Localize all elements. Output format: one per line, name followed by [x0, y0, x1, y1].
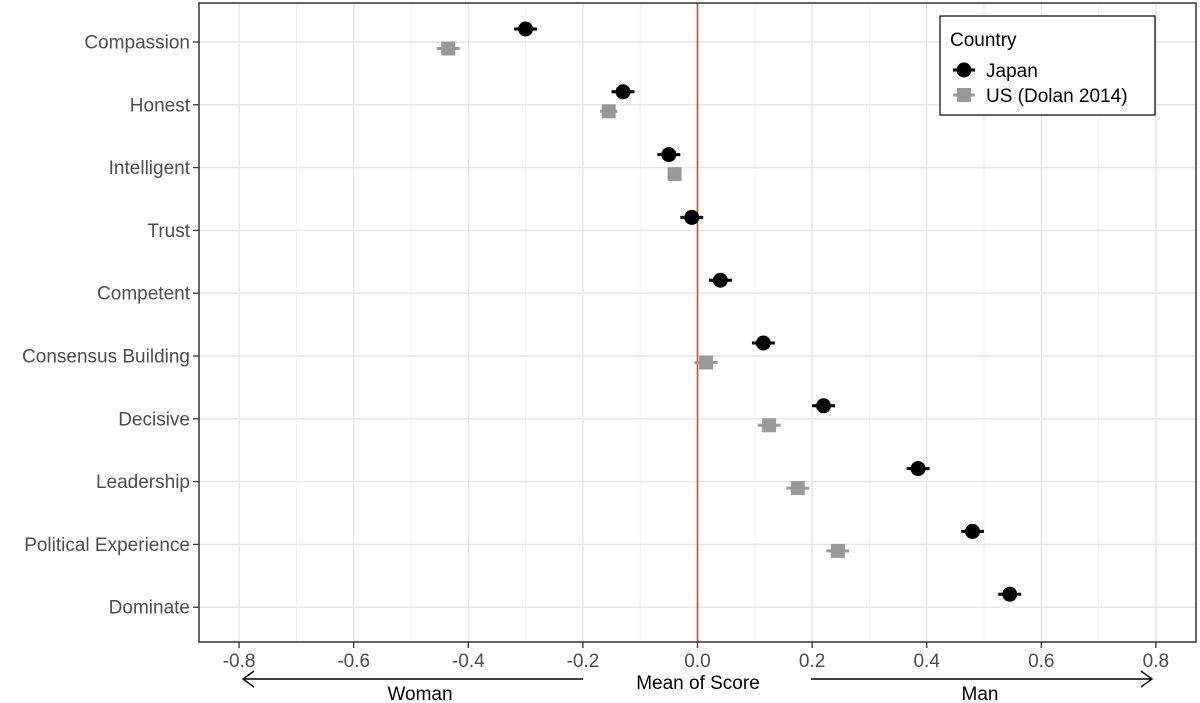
category-label: Consensus Building [22, 347, 190, 368]
x-tick-label: -0.8 [223, 651, 256, 672]
data-point-japan [518, 21, 534, 37]
data-point-us [601, 104, 616, 119]
x-axis-title: Mean of Score [636, 673, 760, 694]
data-point-japan [910, 461, 926, 477]
legend-label: US (Dolan 2014) [986, 86, 1128, 107]
man-direction-label: Man [962, 684, 999, 703]
x-tick-label: 0.6 [1028, 651, 1054, 672]
data-point-japan [712, 272, 728, 288]
data-point-japan [755, 335, 771, 351]
category-label: Honest [130, 95, 191, 116]
x-tick-label: 0.0 [684, 651, 710, 672]
data-point-japan [816, 398, 832, 414]
legend-key-circle [956, 62, 972, 78]
data-point-us [790, 481, 805, 496]
woman-direction-label: Woman [387, 684, 452, 703]
x-tick-label: 0.8 [1143, 651, 1169, 672]
data-point-japan [684, 209, 700, 225]
legend-items: Japan US (Dolan 2014) [953, 61, 1128, 107]
data-marks [436, 21, 1022, 602]
data-point-us [762, 418, 777, 433]
x-tick-label: -0.4 [452, 651, 485, 672]
x-tick-label: 0.4 [913, 651, 940, 672]
woman-arrow-head [241, 670, 255, 688]
legend-box [939, 15, 1156, 116]
direction-arrows: Woman Man [241, 670, 1154, 703]
data-point-japan [1002, 586, 1018, 602]
data-point-japan [615, 84, 631, 100]
data-point-japan [661, 147, 677, 163]
data-point-us [667, 167, 682, 182]
data-point-japan [965, 523, 981, 539]
category-label: Compassion [84, 33, 190, 54]
legend-title: Country [950, 30, 1017, 51]
data-point-us [699, 355, 714, 370]
category-label: Decisive [118, 409, 190, 430]
x-tick-label: 0.2 [799, 651, 825, 672]
category-label: Trust [147, 221, 190, 242]
data-point-us [830, 543, 845, 558]
category-label: Competent [97, 284, 191, 305]
x-tick-label: -0.2 [567, 651, 600, 672]
legend-key-square [957, 88, 971, 102]
category-label: Political Experience [24, 535, 190, 556]
data-point-us [441, 41, 456, 56]
man-arrow-head [1140, 670, 1154, 688]
category-label: Intelligent [109, 158, 191, 179]
legend-label: Japan [986, 61, 1038, 82]
legend: Country Japan US (Dolan 2014) [939, 15, 1156, 116]
category-label: Dominate [109, 598, 190, 619]
x-tick-label: -0.6 [337, 651, 370, 672]
axis-ticks: -0.8 -0.6 -0.4 -0.2 0.0 0.2 0.4 0.6 0.8 Compassio… [22, 33, 1169, 673]
category-label: Leadership [96, 472, 190, 493]
